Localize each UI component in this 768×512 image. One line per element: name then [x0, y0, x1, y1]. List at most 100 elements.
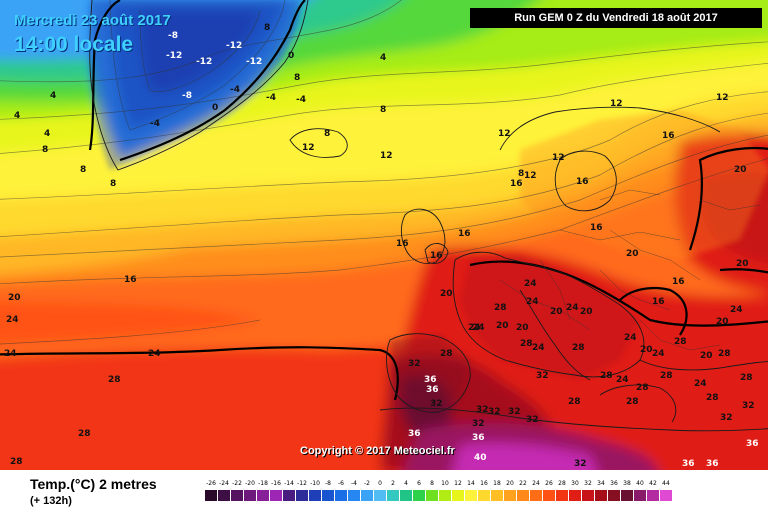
- scale-tick-label: 18: [493, 480, 501, 487]
- country-borders: [499, 189, 761, 351]
- scale-color-swatch: [335, 490, 347, 501]
- scale-tick-label: 14: [467, 480, 475, 487]
- scale-tick-label: 16: [480, 480, 488, 487]
- temperature-value-label: 20: [516, 323, 529, 333]
- temperature-value-label: 20: [8, 293, 21, 303]
- temperature-value-label: -4: [266, 93, 276, 103]
- temperature-value-label: 28: [108, 375, 121, 385]
- scale-tick-label: -12: [297, 480, 307, 487]
- isotherm-lines: [0, 0, 768, 345]
- scale-tick-label: 22: [519, 480, 527, 487]
- temperature-value-label: -12: [166, 51, 182, 61]
- temperature-value-label: 12: [524, 171, 537, 181]
- scale-tick-label: 34: [597, 480, 605, 487]
- scale-tick-label: -20: [245, 480, 255, 487]
- temperature-value-label: 28: [600, 371, 613, 381]
- temperature-value-label: 4: [14, 111, 20, 121]
- scale-tick-label: 12: [454, 480, 462, 487]
- temperature-value-label: 24: [624, 333, 637, 343]
- scale-color-swatch: [517, 490, 529, 501]
- temperature-value-label: 24: [468, 323, 481, 333]
- model-run-banner: Run GEM 0 Z du Vendredi 18 août 2017: [470, 8, 762, 28]
- temperature-value-label: 20: [736, 259, 749, 269]
- temperature-value-label: 32: [430, 399, 443, 409]
- scale-color-swatch: [426, 490, 438, 501]
- temperature-value-label: -4: [150, 119, 160, 129]
- temperature-value-label: 16: [576, 177, 589, 187]
- temperature-value-label: 24: [148, 349, 161, 359]
- scale-tick-label: -24: [219, 480, 229, 487]
- temperature-value-label: 28: [440, 349, 453, 359]
- temperature-value-label: 36: [682, 459, 695, 469]
- scale-tick-label: -2: [364, 480, 370, 487]
- temperature-value-label: -12: [246, 57, 262, 67]
- scale-color-swatch: [296, 490, 308, 501]
- temperature-value-label: 16: [510, 179, 523, 189]
- temperature-value-label: 8: [42, 145, 48, 155]
- temperature-value-label: 16: [396, 239, 409, 249]
- temperature-value-label: 8: [518, 169, 524, 179]
- temperature-value-label: 8: [294, 73, 300, 83]
- scale-color-swatch: [491, 490, 503, 501]
- temperature-value-label: 24: [652, 349, 665, 359]
- temperature-value-label: -4: [230, 85, 240, 95]
- temperature-value-label: 12: [498, 129, 511, 139]
- scale-color-swatch: [322, 490, 334, 501]
- temperature-value-label: 36: [746, 439, 759, 449]
- scale-tick-label: 4: [404, 480, 408, 487]
- scale-color-swatch: [231, 490, 243, 501]
- temperature-value-label: 36: [424, 375, 437, 385]
- scale-tick-label: -26: [206, 480, 216, 487]
- temperature-value-label: 24: [6, 315, 19, 325]
- temperature-value-label: 36: [706, 459, 719, 469]
- forecast-hours: (+ 132h): [30, 495, 72, 507]
- scale-tick-label: -16: [271, 480, 281, 487]
- scale-tick-label: 40: [636, 480, 644, 487]
- scale-color-swatch: [465, 490, 477, 501]
- temperature-value-label: 0: [212, 103, 218, 113]
- scale-color-swatch: [439, 490, 451, 501]
- temperature-value-label: 20: [496, 321, 509, 331]
- scale-color-swatch: [608, 490, 620, 501]
- temperature-value-label: 32: [574, 459, 587, 469]
- temperature-value-label: 36: [408, 429, 421, 439]
- temperature-value-label: 36: [426, 385, 439, 395]
- temperature-value-label: 16: [458, 229, 471, 239]
- scale-color-swatch: [556, 490, 568, 501]
- scale-tick-label: 6: [417, 480, 421, 487]
- scale-tick-label: 28: [558, 480, 566, 487]
- temperature-value-label: 8: [80, 165, 86, 175]
- temperature-value-label: -12: [196, 57, 212, 67]
- temperature-value-label: 28: [494, 303, 507, 313]
- temperature-value-label: 20: [700, 351, 713, 361]
- temperature-value-label: 24: [524, 279, 537, 289]
- temperature-value-label: 24: [532, 343, 545, 353]
- scale-tick-label: -22: [232, 480, 242, 487]
- temperature-value-label: 32: [476, 405, 489, 415]
- scale-color-swatch: [621, 490, 633, 501]
- temperature-value-label: 32: [488, 407, 501, 417]
- scale-color-swatch: [205, 490, 217, 501]
- major-isotherms: [0, 0, 768, 401]
- temperature-value-label: 28: [572, 343, 585, 353]
- map-canvas: -8-12-12-12 -12-8-4-4-4 -40044448888888812…: [0, 0, 768, 470]
- scale-color-swatch: [660, 490, 672, 501]
- scale-tick-label: 8: [430, 480, 434, 487]
- temperature-value-label: 16: [662, 131, 675, 141]
- temperature-value-label: 16: [430, 251, 443, 261]
- temperature-value-label: 32: [720, 413, 733, 423]
- temperature-value-label: 40: [474, 453, 487, 463]
- temperature-value-label: 32: [526, 415, 539, 425]
- temperature-value-label: 16: [590, 223, 603, 233]
- temperature-value-label: 20: [580, 307, 593, 317]
- temperature-value-label: 28: [568, 397, 581, 407]
- scale-color-swatch: [218, 490, 230, 501]
- scale-color-swatch: [452, 490, 464, 501]
- scale-tick-label: 32: [584, 480, 592, 487]
- temperature-value-label: 24: [616, 375, 629, 385]
- scale-color-swatch: [634, 490, 646, 501]
- temperature-value-label: 4: [50, 91, 56, 101]
- scale-tick-label: -10: [310, 480, 320, 487]
- scale-color-swatch: [543, 490, 555, 501]
- temperature-value-label: 20: [440, 289, 453, 299]
